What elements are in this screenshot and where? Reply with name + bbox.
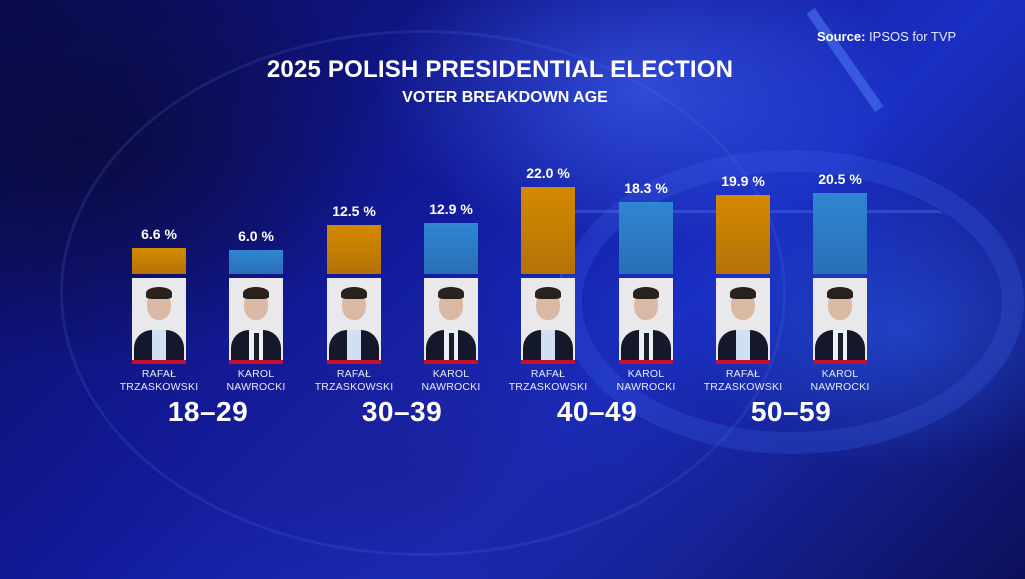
candidate-first-name: KAROL: [237, 368, 275, 380]
candidate-photo-nawrocki: [424, 278, 478, 362]
candidate-photo-trzaskowski: [521, 278, 575, 362]
name-stripe: [813, 360, 867, 364]
source-label: Source:: [817, 29, 866, 44]
hair-shape: [243, 287, 269, 299]
candidate-name: KAROL NAWROCKI: [399, 368, 503, 394]
name-stripe: [229, 360, 283, 364]
candidate-first-name: RAFAŁ: [336, 368, 372, 380]
name-stripe: [424, 360, 478, 364]
candidate-last-name: NAWROCKI: [810, 381, 870, 393]
source-credit: Source: IPSOS for TVP: [817, 29, 956, 44]
shirt-shape: [736, 330, 750, 362]
candidate-name: KAROL NAWROCKI: [204, 368, 308, 394]
bar-nawrocki: [619, 202, 673, 274]
candidate-photo-nawrocki: [229, 278, 283, 362]
shirt-shape: [347, 330, 361, 362]
tie-shape: [449, 333, 454, 361]
name-stripe: [716, 360, 770, 364]
hair-shape: [633, 287, 659, 299]
hair-shape: [146, 287, 172, 299]
tie-shape: [644, 333, 649, 361]
hair-shape: [535, 287, 561, 299]
candidate-first-name: KAROL: [627, 368, 665, 380]
name-stripe: [132, 360, 186, 364]
candidate-last-name: NAWROCKI: [421, 381, 481, 393]
hair-shape: [730, 287, 756, 299]
hair-shape: [341, 287, 367, 299]
percentage-label: 6.0 %: [238, 228, 274, 244]
chart-title: 2025 POLISH PRESIDENTIAL ELECTION: [266, 56, 734, 83]
percentage-label: 12.5 %: [332, 203, 376, 219]
candidate-photo-trzaskowski: [132, 278, 186, 362]
bar-nawrocki: [424, 223, 478, 274]
candidate-last-name: TRZASKOWSKI: [703, 381, 783, 393]
candidate-photo-nawrocki: [619, 278, 673, 362]
tie-shape: [254, 333, 259, 361]
candidate-first-name: RAFAŁ: [141, 368, 177, 380]
candidate-name: RAFAŁ TRZASKOWSKI: [107, 368, 211, 394]
candidate-last-name: NAWROCKI: [616, 381, 676, 393]
bar-trzaskowski: [716, 195, 770, 274]
candidate-first-name: KAROL: [821, 368, 859, 380]
candidate-photo-trzaskowski: [716, 278, 770, 362]
hair-shape: [827, 287, 853, 299]
bar-nawrocki: [813, 193, 867, 274]
candidate-last-name: TRZASKOWSKI: [119, 381, 199, 393]
bar-trzaskowski: [521, 187, 575, 274]
candidate-photo-nawrocki: [813, 278, 867, 362]
candidate-first-name: RAFAŁ: [530, 368, 566, 380]
name-stripe: [521, 360, 575, 364]
bar-trzaskowski: [132, 248, 186, 274]
percentage-label: 12.9 %: [429, 201, 473, 217]
candidate-name: KAROL NAWROCKI: [788, 368, 892, 394]
source-value: IPSOS for TVP: [869, 29, 957, 44]
bar-trzaskowski: [327, 225, 381, 274]
candidate-first-name: KAROL: [432, 368, 470, 380]
name-stripe: [619, 360, 673, 364]
candidate-photo-trzaskowski: [327, 278, 381, 362]
candidate-last-name: NAWROCKI: [226, 381, 286, 393]
age-group-label: 50–59: [750, 396, 832, 427]
age-group-label: 40–49: [556, 396, 638, 427]
percentage-label: 22.0 %: [526, 165, 570, 181]
bar-nawrocki: [229, 250, 283, 274]
candidate-last-name: TRZASKOWSKI: [314, 381, 394, 393]
percentage-label: 19.9 %: [721, 173, 765, 189]
tie-shape: [838, 333, 843, 361]
name-stripe: [327, 360, 381, 364]
candidate-name: RAFAŁ TRZASKOWSKI: [302, 368, 406, 394]
age-group-label: 18–29: [167, 396, 249, 427]
percentage-label: 20.5 %: [818, 171, 862, 187]
shirt-shape: [152, 330, 166, 362]
chart-subtitle: VOTER BREAKDOWN AGE: [402, 89, 608, 106]
candidate-name: RAFAŁ TRZASKOWSKI: [691, 368, 795, 394]
candidate-first-name: RAFAŁ: [725, 368, 761, 380]
percentage-label: 18.3 %: [624, 180, 668, 196]
percentage-label: 6.6 %: [141, 226, 177, 242]
shirt-shape: [541, 330, 555, 362]
age-group-label: 30–39: [361, 396, 443, 427]
hair-shape: [438, 287, 464, 299]
candidate-name: RAFAŁ TRZASKOWSKI: [496, 368, 600, 394]
candidate-last-name: TRZASKOWSKI: [508, 381, 588, 393]
candidate-name: KAROL NAWROCKI: [594, 368, 698, 394]
